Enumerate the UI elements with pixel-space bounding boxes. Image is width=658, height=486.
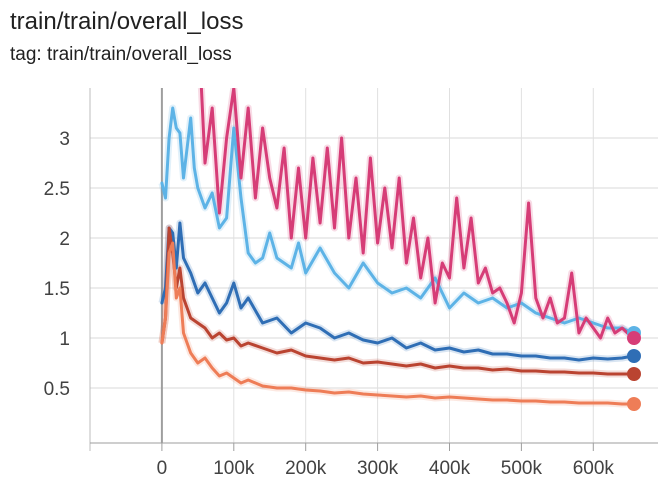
grid-lines (90, 88, 658, 443)
series-lines[interactable] (160, 88, 635, 406)
x-tick-label: 300k (357, 458, 399, 479)
y-tick-label: 1 (59, 329, 70, 350)
x-tick-label: 500k (501, 458, 543, 479)
series-line[interactable] (160, 106, 635, 335)
series-end-marker[interactable] (627, 349, 641, 363)
y-tick-label: 2 (59, 229, 70, 250)
series-line[interactable] (199, 88, 635, 340)
x-tick-label: 0 (157, 458, 168, 479)
x-tick-label: 100k (213, 458, 255, 479)
series-raw-line (158, 224, 633, 378)
series-end-marker[interactable] (627, 397, 641, 411)
series-line[interactable] (160, 221, 635, 362)
y-tick-label: 2.5 (44, 179, 70, 200)
series-line[interactable] (160, 241, 635, 406)
series-end-marker[interactable] (627, 367, 641, 381)
series-line[interactable] (160, 226, 635, 376)
x-tick-label: 600k (573, 458, 615, 479)
x-tick-label: 200k (285, 458, 327, 479)
y-tick-label: 1.5 (44, 279, 70, 300)
y-tick-label: 0.5 (44, 379, 70, 400)
chart-tag-subtitle: tag: train/train/overall_loss (10, 44, 232, 65)
tick-labels: 0.5 1 1.5 2 2.5 3 0 100k 200k 300k 400k 500k 600k (44, 129, 615, 479)
series-end-marker[interactable] (627, 331, 641, 345)
chart-title: train/train/overall_loss (10, 8, 244, 35)
y-tick-label: 3 (59, 129, 70, 150)
series-end-markers[interactable] (627, 326, 641, 411)
x-tick-label: 400k (429, 458, 471, 479)
axes (89, 88, 658, 451)
